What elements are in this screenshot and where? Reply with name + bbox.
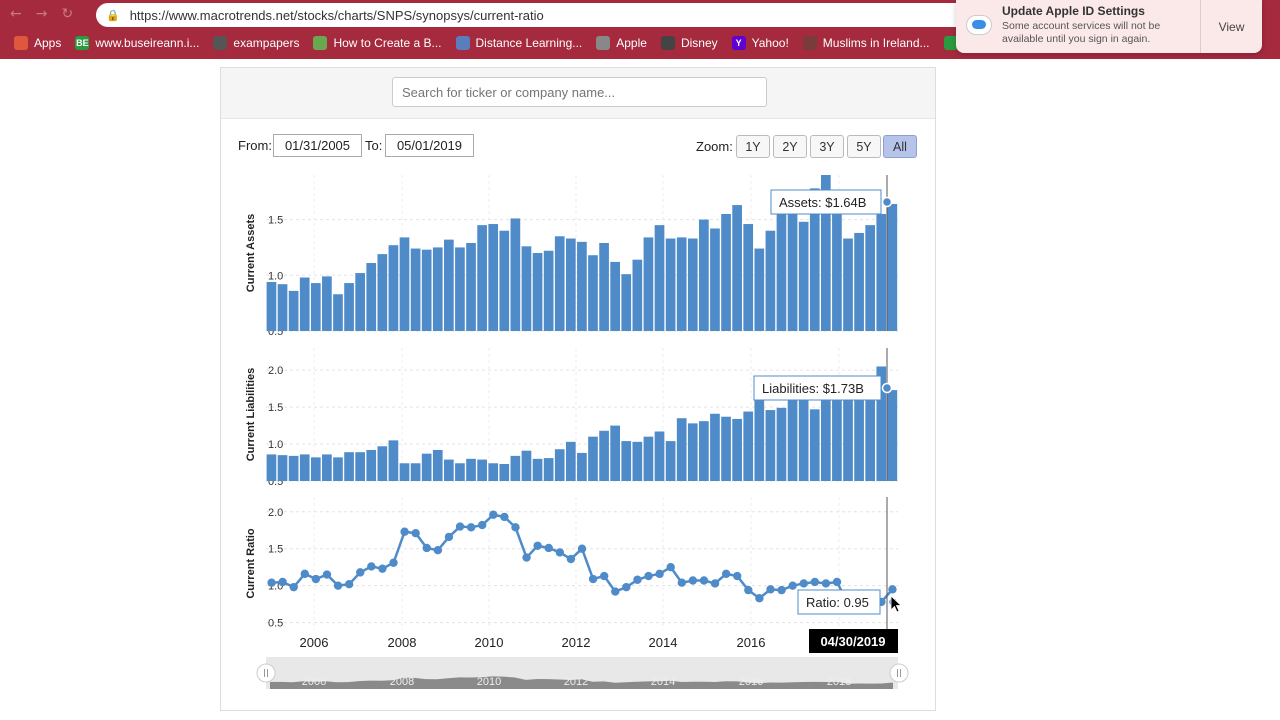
notification-title: Update Apple ID Settings xyxy=(1002,4,1145,18)
zoom-button-5y[interactable]: 5Y xyxy=(847,135,881,158)
nav-buttons: ← → ↻ xyxy=(10,6,73,22)
zoom-button-1y[interactable]: 1Y xyxy=(736,135,770,158)
bookmark-icon xyxy=(943,36,958,50)
to-date-input[interactable]: 05/01/2019 xyxy=(385,134,474,157)
zoom-button-3y[interactable]: 3Y xyxy=(810,135,844,158)
zoom-label: Zoom: xyxy=(696,139,733,154)
bookmark-icon xyxy=(313,36,328,50)
lock-icon: 🔒 xyxy=(106,8,120,22)
bookmark-label: Apps xyxy=(34,36,62,50)
bookmark-item[interactable]: Apps xyxy=(14,36,61,50)
bookmark-icon xyxy=(455,36,470,50)
bookmark-icon xyxy=(213,36,228,50)
bookmark-item[interactable]: BE www.buseireann.i... xyxy=(75,36,199,50)
forward-icon[interactable]: → xyxy=(35,6,48,22)
bookmark-icon xyxy=(660,36,675,50)
bookmark-icon: Y xyxy=(731,36,746,50)
from-date-input[interactable]: 01/31/2005 xyxy=(273,134,362,157)
back-icon[interactable]: ← xyxy=(10,6,22,22)
icloud-icon xyxy=(966,15,992,35)
bookmark-label: Distance Learning... xyxy=(475,36,583,50)
bookmark-label: Muslims in Ireland... xyxy=(822,36,930,50)
bookmark-item[interactable]: Disney xyxy=(660,36,718,50)
zoom-button-2y[interactable]: 2Y xyxy=(773,135,807,158)
bookmark-label: Apple xyxy=(616,36,647,50)
bookmark-item[interactable]: Y Yahoo! xyxy=(731,36,789,50)
bookmark-icon: BE xyxy=(75,36,90,50)
bookmark-icon xyxy=(802,36,817,50)
zoom-button-all[interactable]: All xyxy=(883,135,917,158)
bookmark-icon xyxy=(14,36,28,50)
chart-panel: From: 01/31/2005 To: 05/01/2019 Zoom: 1Y… xyxy=(220,67,936,711)
from-label: From: xyxy=(238,138,272,153)
bookmark-icon xyxy=(596,36,611,50)
bookmark-item[interactable]: Apple xyxy=(596,36,647,50)
search-bar xyxy=(221,68,935,119)
bookmark-label: How to Create a B... xyxy=(333,36,442,50)
to-label: To: xyxy=(365,138,383,153)
bookmarks-bar: Apps BE www.buseireann.i... exampapers How t… xyxy=(0,31,979,55)
reload-icon[interactable]: ↻ xyxy=(61,6,74,22)
notification-body-2: available until you sign in again. xyxy=(1002,33,1151,45)
notification-banner[interactable]: Update Apple ID Settings Some account se… xyxy=(956,0,1262,53)
notification-body-1: Some account services will not be xyxy=(1002,20,1161,32)
bookmark-item[interactable]: Distance Learning... xyxy=(455,36,583,50)
bookmark-item[interactable]: How to Create a B... xyxy=(313,36,442,50)
bookmark-label: Yahoo! xyxy=(751,36,789,50)
bookmark-label: www.buseireann.i... xyxy=(95,36,200,50)
bookmark-item[interactable]: Muslims in Ireland... xyxy=(802,36,930,50)
notification-view-button[interactable]: View xyxy=(1200,0,1262,53)
bookmark-label: exampapers xyxy=(233,36,300,50)
ticker-search-input[interactable] xyxy=(392,77,767,107)
bookmark-item[interactable]: exampapers xyxy=(213,36,299,50)
bookmark-label: Disney xyxy=(680,36,718,50)
url-text: https://www.macrotrends.net/stocks/chart… xyxy=(129,7,544,23)
address-bar[interactable]: 🔒 https://www.macrotrends.net/stocks/cha… xyxy=(96,3,996,27)
